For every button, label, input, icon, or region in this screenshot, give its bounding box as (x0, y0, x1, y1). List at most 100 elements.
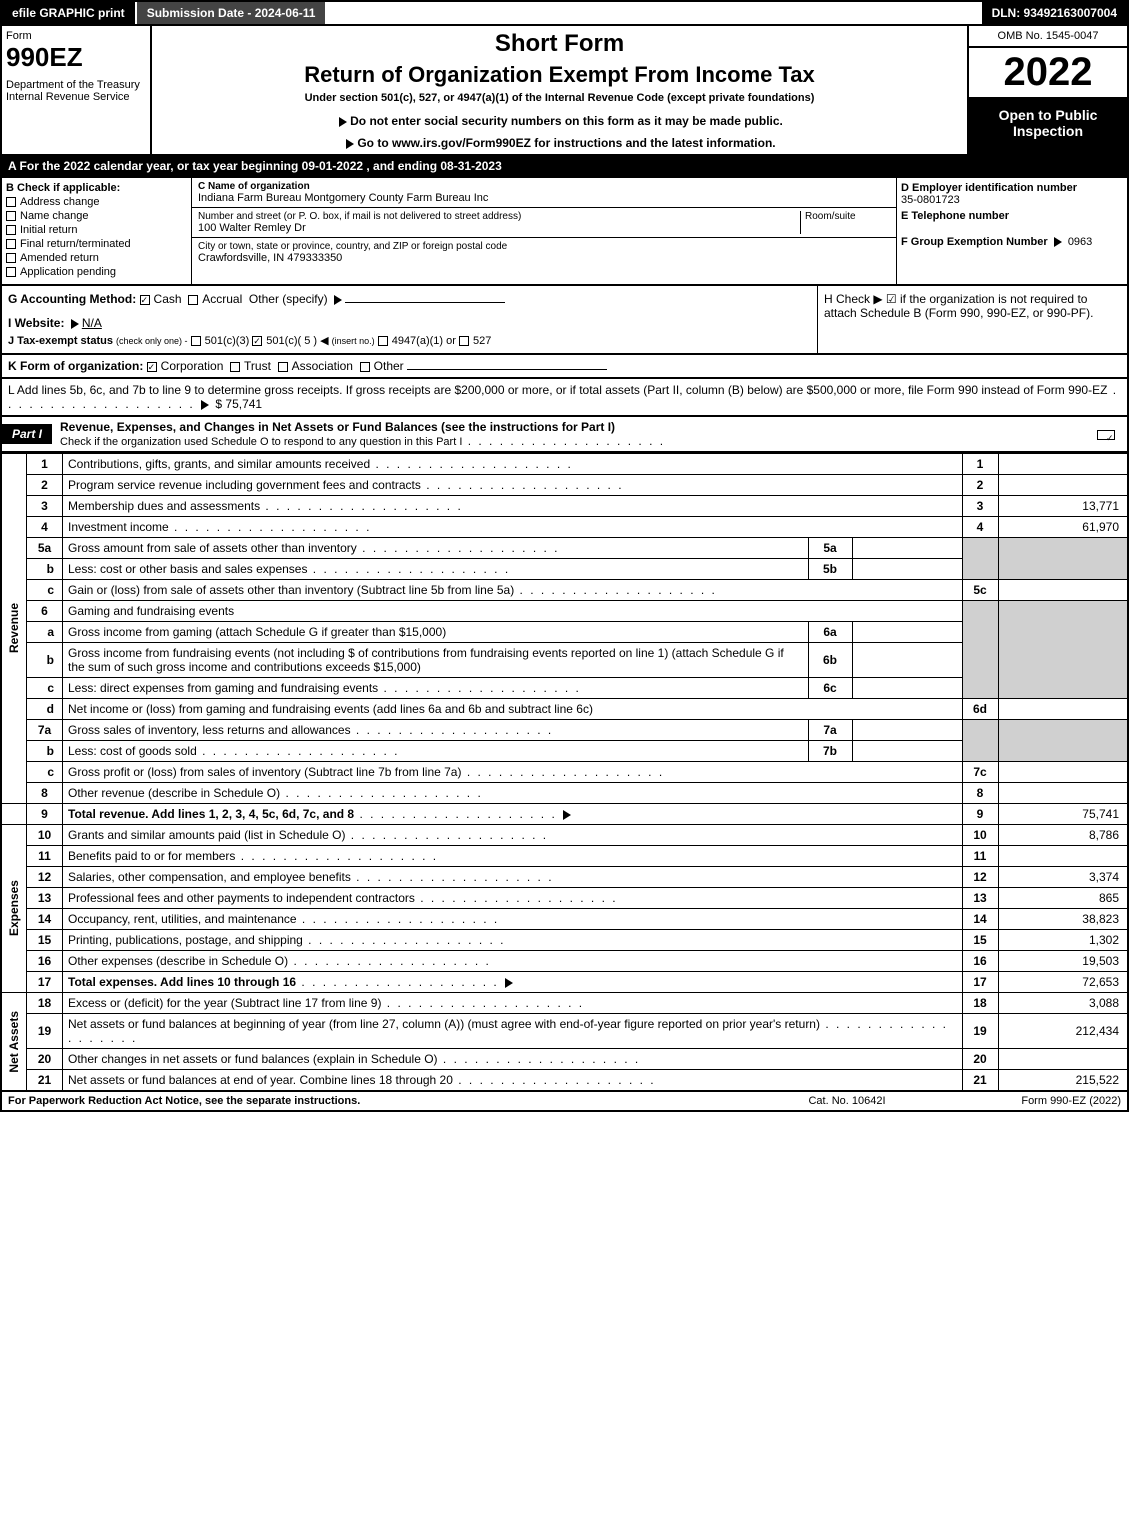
part-i-title: Revenue, Expenses, and Changes in Net As… (60, 420, 615, 434)
submission-date: Submission Date - 2024-06-11 (137, 2, 328, 24)
chk-schedule-o[interactable] (1097, 430, 1115, 440)
section-b-title: B Check if applicable: (6, 182, 187, 194)
paperwork-notice: For Paperwork Reduction Act Notice, see … (2, 1092, 747, 1110)
chk-other[interactable] (360, 362, 370, 372)
tax-exempt-line: J Tax-exempt status (check only one) - 5… (8, 334, 811, 347)
ein: 35-0801723 (901, 194, 1123, 206)
short-form-title: Short Form (158, 30, 961, 58)
section-k: K Form of organization: Corporation Trus… (0, 355, 1129, 379)
omb-number: OMB No. 1545-0047 (969, 26, 1127, 48)
top-bar: efile GRAPHIC print Submission Date - 20… (0, 0, 1129, 26)
chk-4947[interactable] (378, 336, 388, 346)
line-17-amount: 72,653 (998, 972, 1128, 993)
street-label: Number and street (or P. O. box, if mail… (198, 211, 800, 222)
tax-year: 2022 (969, 48, 1127, 99)
part-i-check-note: Check if the organization used Schedule … (60, 436, 462, 448)
spacer (327, 2, 981, 24)
cat-number: Cat. No. 10642I (747, 1092, 947, 1110)
website-value: N/A (82, 316, 102, 330)
chk-amended-return[interactable]: Amended return (6, 252, 187, 264)
line-15-amount: 1,302 (998, 930, 1128, 951)
chk-501c[interactable] (252, 336, 262, 346)
department: Department of the Treasury Internal Reve… (6, 79, 146, 103)
telephone-label: E Telephone number (901, 210, 1123, 222)
triangle-icon (505, 978, 513, 988)
dln: DLN: 93492163007004 (982, 2, 1127, 24)
efile-print-button[interactable]: efile GRAPHIC print (2, 2, 137, 24)
line-5c-amount (998, 580, 1128, 601)
ssn-warning: Do not enter social security numbers on … (158, 114, 961, 128)
line-19-amount: 212,434 (998, 1014, 1128, 1049)
revenue-section-label: Revenue (7, 603, 21, 653)
line-9-amount: 75,741 (998, 804, 1128, 825)
part-i-table: Revenue 1Contributions, gifts, grants, a… (0, 453, 1129, 1092)
chk-final-return[interactable]: Final return/terminated (6, 238, 187, 250)
org-name: Indiana Farm Bureau Montgomery County Fa… (198, 192, 890, 204)
line-4-amount: 61,970 (998, 517, 1128, 538)
line-20-amount (998, 1049, 1128, 1070)
chk-association[interactable] (278, 362, 288, 372)
form-ref: Form 990-EZ (2022) (947, 1092, 1127, 1110)
line-12-amount: 3,374 (998, 867, 1128, 888)
line-13-amount: 865 (998, 888, 1128, 909)
triangle-icon (71, 319, 79, 329)
part-i-tag: Part I (2, 424, 52, 444)
room-suite-label: Room/suite (800, 211, 890, 234)
chk-application-pending[interactable]: Application pending (6, 266, 187, 278)
header-right: OMB No. 1545-0047 2022 Open to Public In… (967, 26, 1127, 154)
net-assets-section-label: Net Assets (7, 1011, 21, 1073)
line-7c-amount (998, 762, 1128, 783)
line-18-amount: 3,088 (998, 993, 1128, 1014)
line-2-amount (998, 475, 1128, 496)
form-header: Form 990EZ Department of the Treasury In… (0, 26, 1129, 156)
line-21-amount: 215,522 (998, 1070, 1128, 1092)
section-g-h-i-j: G Accounting Method: Cash Accrual Other … (0, 286, 1129, 355)
section-c: C Name of organization Indiana Farm Bure… (192, 178, 897, 284)
expenses-section-label: Expenses (7, 880, 21, 936)
accounting-method-line: G Accounting Method: Cash Accrual Other … (8, 292, 811, 306)
city-label: City or town, state or province, country… (198, 241, 890, 252)
chk-501c3[interactable] (191, 336, 201, 346)
line-16-amount: 19,503 (998, 951, 1128, 972)
form-label: Form (6, 30, 146, 42)
website-line: I Website: N/A (8, 316, 811, 330)
line-11-amount (998, 846, 1128, 867)
street-address: 100 Walter Remley Dr (198, 222, 800, 234)
triangle-icon (563, 810, 571, 820)
header-left: Form 990EZ Department of the Treasury In… (2, 26, 152, 154)
chk-corporation[interactable] (147, 362, 157, 372)
header-center: Short Form Return of Organization Exempt… (152, 26, 967, 154)
section-h: H Check ▶ ☑ if the organization is not r… (817, 286, 1127, 353)
triangle-icon (339, 117, 347, 127)
part-i-header: Part I Revenue, Expenses, and Changes in… (0, 417, 1129, 453)
chk-527[interactable] (459, 336, 469, 346)
chk-accrual[interactable] (188, 295, 198, 305)
open-inspection: Open to Public Inspection (969, 99, 1127, 154)
ein-label: D Employer identification number (901, 182, 1123, 194)
line-6d-amount (998, 699, 1128, 720)
line-3-amount: 13,771 (998, 496, 1128, 517)
page-footer: For Paperwork Reduction Act Notice, see … (0, 1092, 1129, 1112)
triangle-icon (201, 400, 209, 410)
chk-trust[interactable] (230, 362, 240, 372)
section-d-e-f: D Employer identification number 35-0801… (897, 178, 1127, 284)
return-title: Return of Organization Exempt From Incom… (158, 62, 961, 88)
line-10-amount: 8,786 (998, 825, 1128, 846)
section-b: B Check if applicable: Address change Na… (2, 178, 192, 284)
chk-name-change[interactable]: Name change (6, 210, 187, 222)
group-exemption-number: 0963 (1068, 236, 1092, 248)
triangle-icon (334, 295, 342, 305)
chk-address-change[interactable]: Address change (6, 196, 187, 208)
line-8-amount (998, 783, 1128, 804)
line-1-amount (998, 454, 1128, 475)
group-exemption-label: F Group Exemption Number (901, 236, 1048, 248)
chk-cash[interactable] (140, 295, 150, 305)
chk-initial-return[interactable]: Initial return (6, 224, 187, 236)
under-section: Under section 501(c), 527, or 4947(a)(1)… (158, 92, 961, 104)
triangle-icon (346, 139, 354, 149)
section-l: L Add lines 5b, 6c, and 7b to line 9 to … (0, 379, 1129, 417)
row-a-tax-year: A For the 2022 calendar year, or tax yea… (0, 156, 1129, 178)
org-name-label: C Name of organization (198, 181, 890, 192)
city-state-zip: Crawfordsville, IN 479333350 (198, 252, 890, 264)
irs-link[interactable]: www.irs.gov/Form990EZ (392, 136, 531, 150)
